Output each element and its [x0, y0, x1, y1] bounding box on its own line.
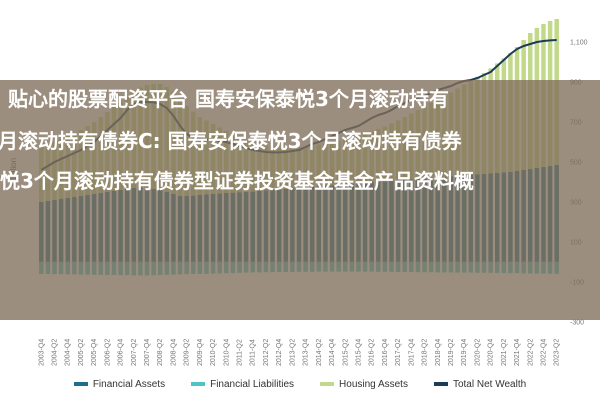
x-tick-label: 2004-Q4	[65, 339, 72, 366]
legend-swatch-total-net-wealth	[433, 382, 448, 386]
x-tick-label: 2022-Q4	[540, 339, 547, 366]
y-tick-label: 1,100	[570, 40, 588, 47]
legend-item-financial-assets: Financial Assets	[73, 378, 166, 390]
x-tick-label: 2011-Q4	[250, 339, 257, 366]
x-tick-label: 2014-Q2	[316, 339, 323, 366]
x-tick-label: 2008-Q4	[170, 339, 177, 366]
x-tick-label: 2012-Q4	[276, 339, 283, 366]
x-tick-label: 2009-Q2	[184, 339, 191, 366]
overlay-text-line-2: 个月滚动持有债券C: 国寿安保泰悦3个月滚动持有债券	[0, 129, 462, 153]
legend-item-housing-assets: Housing Assets	[320, 379, 408, 390]
x-tick-label: 2006-Q4	[118, 339, 125, 366]
x-tick-label: 2004-Q2	[52, 339, 59, 366]
x-tick-label: 2016-Q2	[369, 339, 376, 366]
x-tick-label: 2011-Q2	[237, 339, 244, 366]
x-tick-label: 2018-Q4	[435, 339, 442, 366]
x-tick-label: 2023-Q2	[554, 339, 561, 366]
x-tick-label: 2019-Q2	[448, 339, 455, 366]
x-tick-label: 2013-Q4	[303, 339, 310, 366]
legend-item-financial-liabilities: Financial Liabilities	[191, 379, 294, 390]
overlay-text-line-3: 泰悦3个月滚动持有债券型证券投资基金基金产品资料概	[0, 169, 474, 193]
x-tick-label: 2010-Q4	[223, 339, 230, 366]
x-tick-label: 2019-Q4	[461, 339, 468, 366]
x-tick-label: 2015-Q2	[342, 339, 349, 366]
x-tick-label: 2003-Q4	[38, 339, 45, 366]
x-tick-label: 2021-Q4	[514, 339, 521, 366]
legend-item-total-net-wealth: Total Net Wealth	[433, 378, 527, 390]
x-tick-label: 2017-Q2	[395, 339, 402, 366]
x-tick-label: 2014-Q4	[329, 339, 336, 366]
legend-label-financial-assets: Financial Assets	[92, 378, 166, 390]
x-tick-label: 2007-Q4	[144, 339, 151, 366]
legend-label-housing-assets: Housing Assets	[339, 378, 408, 390]
x-tick-label: 2018-Q2	[422, 339, 429, 366]
x-tick-label: 2009-Q4	[197, 339, 204, 366]
x-tick-label: 2005-Q4	[91, 339, 98, 366]
chart-legend: Financial Assets Financial Liabilities H…	[0, 374, 600, 394]
x-tick-label: 2020-Q4	[488, 339, 495, 366]
overlay-text-line-1: 贴心的股票配资平台 国寿安保泰悦3个月滚动持有	[8, 87, 449, 111]
banner-overlay	[0, 80, 600, 320]
y-tick-label: -300	[570, 320, 584, 327]
x-tick-label: 2008-Q2	[157, 339, 164, 366]
x-tick-label: 2017-Q4	[408, 339, 415, 366]
x-tick-label: 2012-Q2	[263, 339, 270, 366]
x-tick-label: 2006-Q2	[104, 339, 111, 366]
legend-swatch-housing-assets	[320, 382, 335, 386]
x-tick-label: 2020-Q2	[474, 339, 481, 366]
legend-swatch-financial-liabilities	[191, 382, 206, 386]
legend-label-financial-liabilities: Financial Liabilities	[210, 378, 295, 390]
x-tick-label: 2013-Q2	[289, 339, 296, 366]
x-tick-label: 2015-Q4	[355, 339, 362, 366]
x-tick-label: 2022-Q2	[527, 339, 534, 366]
x-tick-label: 2010-Q2	[210, 339, 217, 366]
x-tick-label: 2021-Q2	[501, 339, 508, 366]
legend-label-total-net-wealth: Total Net Wealth	[452, 378, 527, 390]
x-tick-label: 2005-Q2	[78, 339, 85, 366]
legend-swatch-financial-assets	[73, 382, 88, 386]
x-tick-label: 2016-Q4	[382, 339, 389, 366]
x-tick-label: 2007-Q2	[131, 339, 138, 366]
